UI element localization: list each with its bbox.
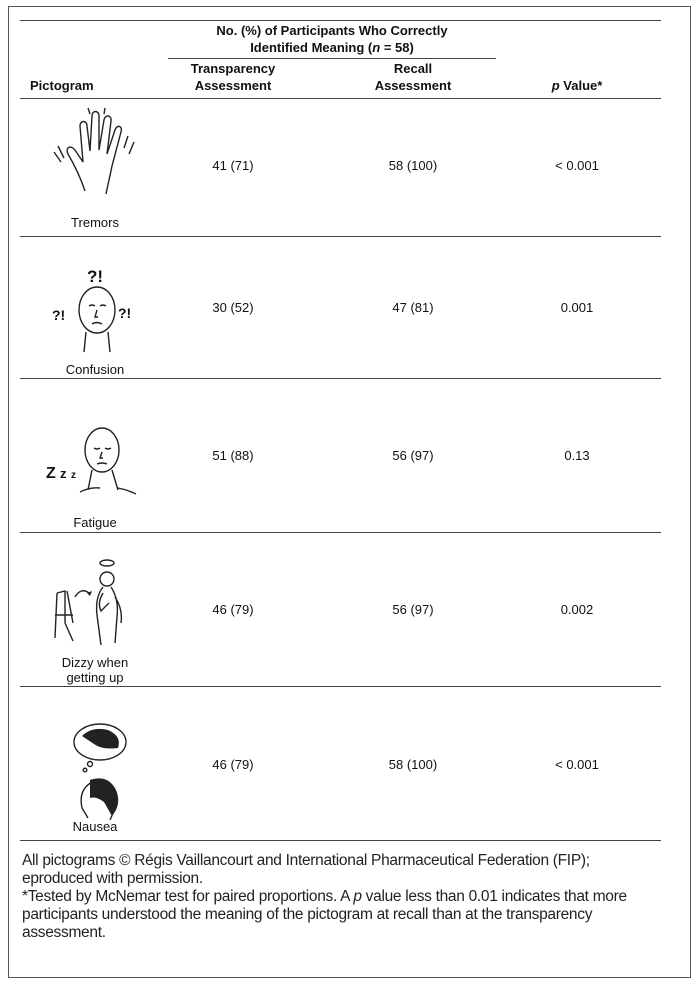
row-label: Confusion xyxy=(65,362,125,377)
tremoring-hand-icon xyxy=(53,107,135,195)
table-bottom-rule xyxy=(20,840,661,841)
header-bottom-rule xyxy=(20,98,661,99)
cell-transparency: 41 (71) xyxy=(212,158,254,173)
table-footnotes: All pictograms © Régis Vaillancourt and … xyxy=(22,852,662,942)
row-rule xyxy=(20,532,661,533)
dizzy-person-chair-icon xyxy=(54,559,123,646)
cell-recall: 58 (100) xyxy=(388,158,438,173)
cell-transparency: 46 (79) xyxy=(212,602,254,617)
cell-transparency: 46 (79) xyxy=(212,757,254,772)
col-header-recall-2: Assessment xyxy=(374,78,452,93)
cell-p-value: 0.13 xyxy=(564,448,590,463)
svg-text:?!: ?! xyxy=(52,307,65,323)
tired-face-icon: Z z z xyxy=(46,427,137,495)
col-header-transparency-2: Assessment xyxy=(194,78,272,93)
cell-recall: 56 (97) xyxy=(392,448,434,463)
nauseous-person-icon xyxy=(73,723,127,820)
cell-p-value: 0.002 xyxy=(560,602,594,617)
svg-text:?!: ?! xyxy=(118,305,131,321)
row-label-line2: getting up xyxy=(66,670,124,685)
cell-p-value: < 0.001 xyxy=(555,757,599,772)
cell-p-value: < 0.001 xyxy=(555,158,599,173)
cell-recall: 47 (81) xyxy=(392,300,434,315)
row-rule xyxy=(20,236,661,237)
svg-text:z: z xyxy=(60,466,67,481)
row-rule xyxy=(20,686,661,687)
cell-recall: 58 (100) xyxy=(388,757,438,772)
test-note: *Tested by McNemar test for paired propo… xyxy=(22,888,627,941)
copyright-note-line1: All pictograms © Régis Vaillancourt and … xyxy=(22,852,590,869)
group-header-line2: Identified Meaning (n = 58) xyxy=(250,40,414,55)
row-rule xyxy=(20,378,661,379)
cell-transparency: 30 (52) xyxy=(212,300,254,315)
group-header-rule xyxy=(168,58,496,59)
svg-text:Z: Z xyxy=(46,465,56,482)
svg-text:?!: ?! xyxy=(87,267,103,286)
table-top-rule xyxy=(20,20,661,21)
copyright-note-line2: eproduced with permission. xyxy=(22,870,203,887)
row-label: Fatigue xyxy=(73,515,117,530)
row-label-line1: Dizzy when xyxy=(61,655,129,670)
col-header-transparency-1: Transparency xyxy=(190,61,276,76)
svg-text:z: z xyxy=(71,470,76,481)
row-label: Tremors xyxy=(71,215,119,230)
group-header-line1: No. (%) of Participants Who Correctly xyxy=(216,23,448,38)
cell-transparency: 51 (88) xyxy=(212,448,254,463)
row-label: Nausea xyxy=(72,819,118,834)
col-header-p-value: p Value* xyxy=(551,78,603,93)
confused-face-icon: ?! ?! ?! xyxy=(52,267,131,353)
col-header-recall-1: Recall xyxy=(393,61,433,76)
col-header-pictogram: Pictogram xyxy=(30,78,94,93)
cell-recall: 56 (97) xyxy=(392,602,434,617)
table-frame xyxy=(8,6,691,978)
cell-p-value: 0.001 xyxy=(560,300,594,315)
